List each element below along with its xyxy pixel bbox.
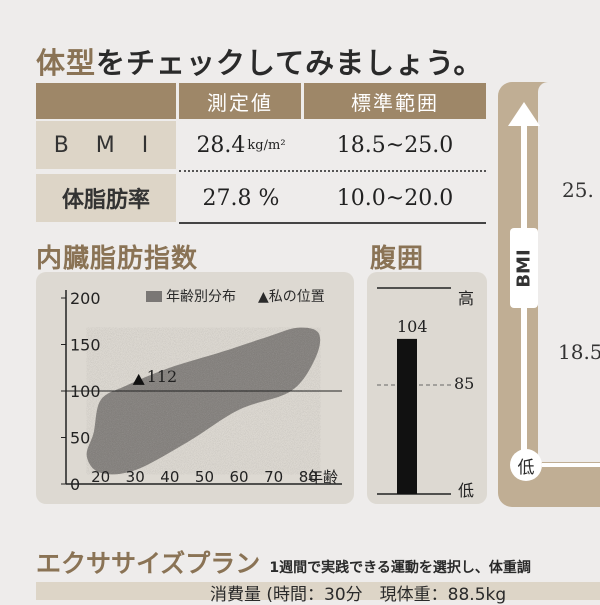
- y-tick-label: 0: [70, 475, 80, 494]
- x-tick-label: 50: [195, 468, 214, 486]
- bmi-value-top: 25.: [562, 178, 594, 202]
- row-divider: [179, 170, 486, 172]
- my-position-marker: [132, 373, 145, 385]
- waist-chart-panel: 高 低 85 104: [367, 272, 487, 504]
- table-bottom-rule: [179, 222, 486, 224]
- waist-value-label: 104: [397, 316, 428, 336]
- bmi-low-label: 低: [517, 457, 535, 478]
- bmi-range: 18.5~25.0: [336, 132, 454, 158]
- x-tick-label: 30: [126, 468, 145, 486]
- waist-title: 腹囲: [370, 244, 425, 274]
- waist-chart: [377, 287, 451, 495]
- legend-swatch: [146, 290, 162, 302]
- x-tick-label: 40: [160, 468, 179, 486]
- bmi-low-line: [542, 463, 600, 467]
- exercise-bottom-line: 消費量 (時間：30分 現体重：88.5kg: [210, 585, 507, 605]
- legend-position: ▲私の位置: [258, 289, 325, 305]
- y-tick-label: 100: [70, 382, 101, 401]
- bmi-axis-label-box: BMI: [510, 228, 538, 308]
- measurement-table: 測定値 標準範囲 B M I 28.4 kg/m² 18.5~25.0 体脂肪率 …: [36, 83, 486, 224]
- table-header-measured: 測定値: [179, 83, 301, 119]
- x-tick-label: 70: [264, 468, 283, 486]
- bmi-panel-inner: [538, 82, 600, 462]
- page-title: 体型をチェックしてみましょう。: [36, 40, 483, 82]
- bmi-panel: BMI 低 25. 18.5: [498, 82, 600, 507]
- waist-high-label: 高: [458, 289, 475, 308]
- waist-low-label: 低: [458, 481, 475, 500]
- x-tick-label: 80: [299, 468, 318, 486]
- y-tick-label: 150: [70, 336, 101, 355]
- table-header-blank: [36, 83, 176, 119]
- exercise-heading: エクササイズプラン 1週間で実践できる運動を選択し、体重調: [36, 544, 531, 580]
- row-label-bmi: B M I: [36, 121, 176, 169]
- age-distribution-area: [86, 327, 321, 475]
- visceral-title: 内臓脂肪指数: [36, 244, 199, 274]
- x-tick-label: 20: [91, 468, 110, 486]
- bmi-unit: kg/m²: [247, 137, 286, 153]
- bmi-low-circle: 低: [510, 449, 542, 481]
- row-label-body-fat: 体脂肪率: [36, 174, 176, 222]
- exercise-row-band: [36, 582, 600, 600]
- y-tick-label: 200: [70, 289, 101, 308]
- y-tick-label: 50: [70, 429, 90, 448]
- page-title-emphasis: 体型: [36, 46, 97, 80]
- body-fat-range: 10.0~20.0: [336, 185, 454, 211]
- page-title-rest: をチェックしてみましょう。: [96, 46, 484, 80]
- x-axis-label: 年齢: [308, 468, 338, 486]
- my-position-label: 112: [147, 367, 178, 386]
- legend-distribution-label: 年齢別分布: [166, 289, 236, 305]
- visceral-chart-panel: 0 50 100 150 200 20 30 40 50 60 70 80 年齢 112 年齢別分布 ▲…: [36, 272, 354, 504]
- body-fat-value: 27.8 %: [202, 185, 280, 211]
- exercise-subtitle: 1週間で実践できる運動を選択し、体重調: [269, 560, 531, 576]
- x-tick-label: 60: [230, 468, 249, 486]
- bmi-value-mid: 18.5: [558, 340, 600, 364]
- bmi-value: 28.4 kg/m²: [179, 121, 303, 169]
- waist-value-bar: [397, 338, 417, 494]
- legend-distribution: 年齢別分布: [146, 286, 236, 306]
- waist-reference-label: 85: [454, 373, 475, 393]
- bmi-axis-label: BMI: [513, 248, 535, 288]
- bmi-value-number: 28.4: [196, 132, 246, 158]
- table-header-standard: 標準範囲: [304, 83, 486, 119]
- exercise-title: エクササイズプラン: [36, 549, 261, 578]
- bmi-arrow-icon: [508, 102, 540, 126]
